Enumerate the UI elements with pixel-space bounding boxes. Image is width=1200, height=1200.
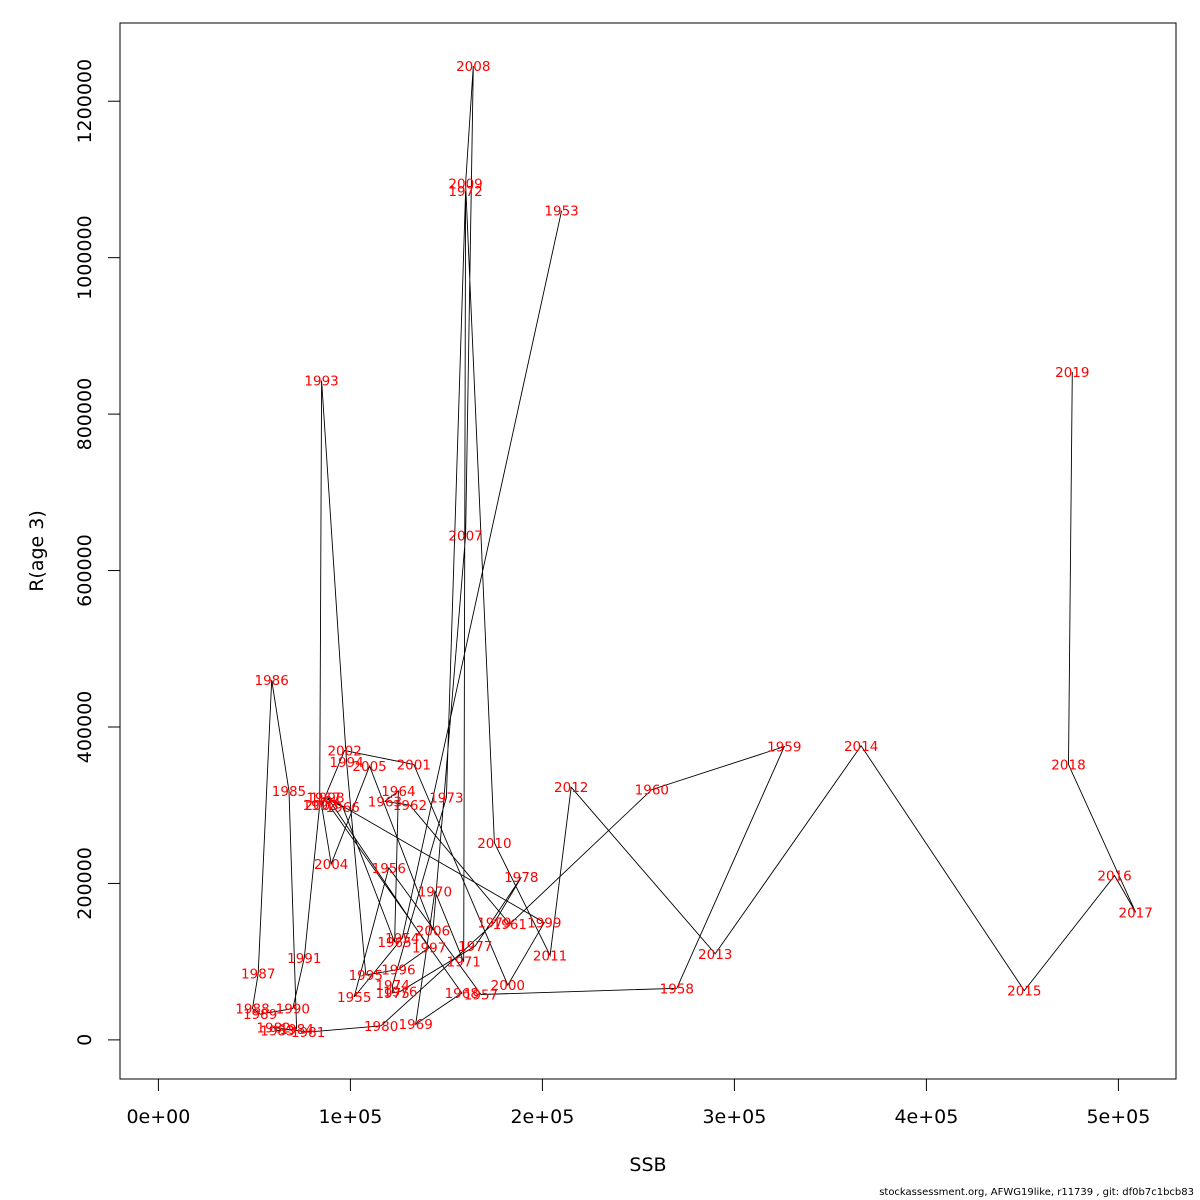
year-label-1963: 1963 — [368, 794, 402, 810]
year-label-2007: 2007 — [448, 528, 482, 544]
year-label-1981: 1981 — [291, 1025, 325, 1041]
year-label-2010: 2010 — [477, 836, 511, 852]
year-label-1996: 1996 — [381, 962, 415, 978]
year-label-1987: 1987 — [241, 966, 275, 982]
year-label-2018: 2018 — [1051, 758, 1085, 774]
year-label-1979: 1979 — [477, 916, 511, 932]
y-tick-label: 200000 — [74, 847, 96, 920]
year-label-1984: 1984 — [279, 1022, 313, 1038]
point-labels: 1953 1954 1955 1956 1957 1958 1959 1960 1961 1962… — [235, 59, 1153, 1041]
y-tick-label: 1000000 — [74, 215, 96, 300]
year-label-2013: 2013 — [698, 947, 732, 963]
year-label-1973: 1973 — [429, 790, 463, 806]
year-label-1991: 1991 — [287, 951, 321, 967]
footer-note: stockassessment.org, AFWG19like, r11739 … — [879, 1187, 1194, 1198]
x-tick-label: 4e+05 — [894, 1106, 958, 1128]
year-label-2015: 2015 — [1007, 984, 1041, 1000]
year-label-1970: 1970 — [418, 884, 452, 900]
year-label-1959: 1959 — [767, 740, 801, 756]
year-label-1971: 1971 — [447, 955, 481, 971]
year-label-1956: 1956 — [372, 861, 406, 877]
series-line — [252, 65, 1137, 1033]
year-label-1967: 1967 — [306, 790, 340, 806]
year-label-2002: 2002 — [327, 743, 361, 759]
y-axis: 0 200000 400000 600000 800000 1000000 1200000 — [74, 59, 121, 1046]
year-label-1978: 1978 — [504, 870, 538, 886]
year-label-1961: 1961 — [493, 917, 527, 933]
year-label-1972: 1972 — [448, 184, 482, 200]
year-label-2014: 2014 — [844, 739, 878, 755]
year-label-2019: 2019 — [1055, 365, 1089, 381]
year-label-1990: 1990 — [276, 1002, 310, 1018]
year-label-2016: 2016 — [1097, 869, 1131, 885]
year-label-1962: 1962 — [393, 798, 427, 814]
year-label-1994: 1994 — [329, 755, 363, 771]
year-label-1964: 1964 — [381, 784, 415, 800]
year-label-1977: 1977 — [458, 939, 492, 955]
year-label-1983: 1983 — [260, 1024, 294, 1040]
year-label-1969: 1969 — [399, 1017, 433, 1033]
year-label-1975: 1975 — [375, 986, 409, 1002]
year-label-1986: 1986 — [255, 673, 289, 689]
year-label-1993: 1993 — [304, 373, 338, 389]
year-label-1995: 1995 — [349, 968, 383, 984]
year-label-2011: 2011 — [533, 948, 567, 964]
x-axis-title: SSB — [629, 1154, 666, 1176]
y-tick-label: 800000 — [74, 378, 96, 451]
year-label-1988: 1988 — [235, 1002, 269, 1018]
year-label-2008: 2008 — [456, 59, 490, 75]
y-tick-label: 400000 — [74, 691, 96, 764]
x-axis: 0e+00 1e+05 2e+05 3e+05 4e+05 5e+05 — [126, 1078, 1150, 1128]
x-tick-label: 5e+05 — [1086, 1106, 1150, 1128]
year-label-1955: 1955 — [337, 990, 371, 1006]
year-label-1985: 1985 — [272, 784, 306, 800]
x-tick-label: 1e+05 — [318, 1106, 382, 1128]
year-label-1980: 1980 — [364, 1019, 398, 1035]
year-label-1957: 1957 — [464, 988, 498, 1004]
year-label-2001: 2001 — [397, 758, 431, 774]
year-label-2017: 2017 — [1119, 905, 1153, 921]
year-label-2012: 2012 — [554, 780, 588, 796]
plot-frame — [119, 22, 1177, 1080]
y-tick-label: 0 — [74, 1034, 96, 1046]
y-axis-title: R(age 3) — [26, 510, 48, 592]
x-tick-label: 0e+00 — [126, 1106, 190, 1128]
recruitment-path-line — [252, 65, 1137, 1033]
year-label-1989: 1989 — [243, 1007, 277, 1023]
year-label-2009: 2009 — [448, 176, 482, 192]
year-label-2004: 2004 — [314, 857, 348, 873]
x-tick-label: 3e+05 — [702, 1106, 766, 1128]
year-label-1976: 1976 — [383, 984, 417, 1000]
year-label-1965: 1965 — [377, 935, 411, 951]
year-label-1960: 1960 — [635, 783, 669, 799]
y-tick-label: 600000 — [74, 534, 96, 607]
year-label-1982: 1982 — [256, 1020, 290, 1036]
year-label-1992: 1992 — [303, 798, 337, 814]
year-label-2000: 2000 — [491, 978, 525, 994]
year-label-1954: 1954 — [385, 931, 419, 947]
year-label-1999: 1999 — [527, 916, 561, 932]
year-label-1958: 1958 — [660, 981, 694, 997]
year-label-1997: 1997 — [412, 941, 446, 957]
year-label-1966: 1966 — [326, 800, 360, 816]
x-tick-label: 2e+05 — [510, 1106, 574, 1128]
y-tick-label: 1200000 — [74, 59, 96, 144]
year-label-1968: 1968 — [445, 986, 479, 1002]
year-label-2005: 2005 — [352, 759, 386, 775]
year-label-1953: 1953 — [544, 204, 578, 220]
year-label-2006: 2006 — [416, 923, 450, 939]
year-label-1974: 1974 — [375, 978, 409, 994]
year-label-1998: 1998 — [310, 790, 344, 806]
year-label-2003: 2003 — [304, 798, 338, 814]
